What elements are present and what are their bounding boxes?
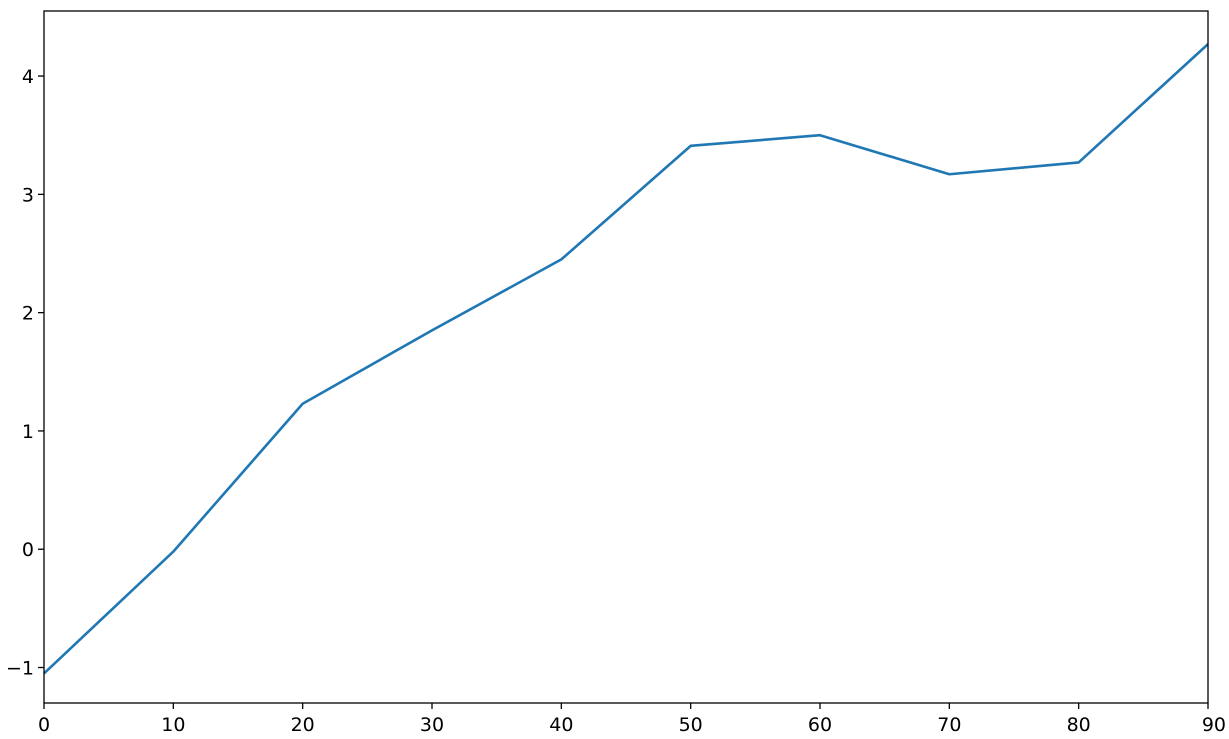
- x-tick-label: 80: [1067, 714, 1091, 736]
- x-tick-label: 50: [679, 714, 703, 736]
- x-tick-label: 70: [937, 714, 961, 736]
- x-tick-label: 90: [1202, 714, 1226, 736]
- x-tick-label: 30: [420, 714, 444, 736]
- x-tick-label: 20: [291, 714, 315, 736]
- y-tick-label: 3: [22, 184, 34, 206]
- x-tick-label: 40: [549, 714, 573, 736]
- y-tick-label: 1: [22, 421, 34, 443]
- y-tick-label: 0: [22, 539, 34, 561]
- y-tick-label: 4: [22, 66, 34, 88]
- axes-frame: [43, 10, 1209, 704]
- y-tick-label: −1: [6, 658, 34, 680]
- y-axis: −1 0 1 2 3 4: [6, 66, 44, 680]
- x-axis: 0 10 20 30 40 50 60 70 80 90: [38, 703, 1226, 736]
- x-tick-label: 0: [38, 714, 50, 736]
- y-tick-label: 2: [22, 303, 34, 325]
- x-tick-label: 10: [161, 714, 185, 736]
- series-line-0: [43, 43, 1209, 675]
- x-tick-label: 60: [808, 714, 832, 736]
- plot-area: [43, 10, 1209, 704]
